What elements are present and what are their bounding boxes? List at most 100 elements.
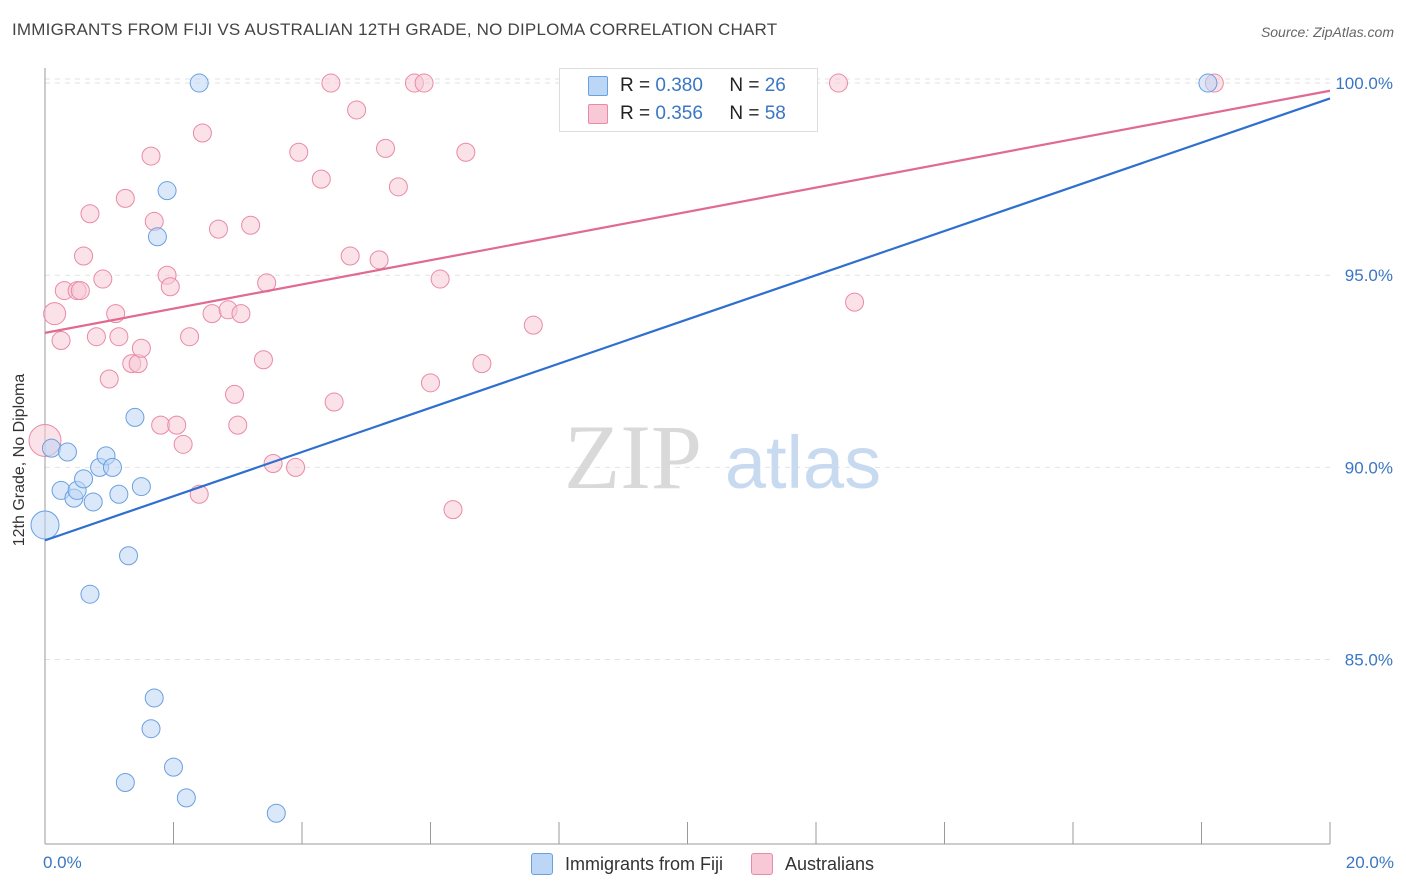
data-point [173, 434, 193, 454]
data-point [131, 338, 151, 358]
legend-label-fiji: Immigrants from Fiji [565, 853, 724, 874]
r-label: R = [620, 75, 656, 96]
data-point [289, 142, 309, 162]
data-point [151, 415, 171, 435]
data-point [41, 438, 61, 458]
data-point [347, 100, 367, 120]
trend-lines [44, 89, 1331, 542]
data-point [189, 73, 209, 93]
data-point [160, 277, 180, 297]
data-point [93, 269, 113, 289]
data-point [109, 327, 129, 347]
data-point [202, 304, 222, 324]
watermark-atlas: atlas [725, 421, 881, 504]
n-label: N = [729, 75, 765, 96]
data-point [80, 584, 100, 604]
data-point [144, 211, 164, 231]
data-point [51, 331, 71, 351]
data-point [241, 215, 261, 235]
data-point [57, 442, 77, 462]
data-point [144, 688, 164, 708]
data-point [119, 546, 139, 566]
data-point [80, 204, 100, 224]
data-point [164, 757, 183, 777]
legend-item-fiji[interactable]: Immigrants from Fiji [531, 853, 723, 875]
data-point [472, 354, 492, 374]
data-point [376, 138, 396, 158]
data-point [324, 392, 344, 412]
legend-swatch-aus [588, 104, 608, 124]
data-point [99, 369, 119, 389]
series-fiji [30, 73, 1218, 823]
n-value-fiji: 26 [764, 75, 786, 96]
gridlines [45, 78, 1330, 661]
data-point [421, 373, 440, 393]
trend-line-australians [44, 89, 1331, 334]
data-point [125, 407, 145, 427]
data-point [43, 302, 67, 326]
data-point [70, 281, 90, 301]
data-point [523, 315, 543, 335]
data-point [74, 246, 94, 266]
legend-label-aus: Australians [785, 853, 875, 874]
data-point [128, 354, 148, 374]
y-tick-label: 95.0% [1345, 266, 1393, 285]
data-point [109, 484, 129, 504]
data-point [83, 492, 103, 512]
data-point [263, 454, 283, 474]
data-point [340, 246, 360, 266]
data-point [414, 73, 434, 93]
y-tick-label: 100.0% [1335, 74, 1393, 93]
trend-line-fiji [44, 97, 1331, 542]
data-point [141, 719, 161, 739]
watermark: ZIP atlas [564, 406, 881, 508]
data-point [147, 227, 167, 247]
r-value-fiji: 0.380 [655, 75, 703, 96]
data-point [443, 500, 463, 520]
legend-item-aus[interactable]: Australians [751, 853, 874, 875]
data-point [253, 350, 273, 370]
data-point [102, 457, 122, 477]
n-label: N = [729, 103, 765, 124]
data-point [228, 415, 248, 435]
data-point [157, 181, 177, 201]
n-value-aus: 58 [764, 103, 786, 124]
data-point [225, 384, 245, 404]
r-label: R = [620, 103, 656, 124]
data-point [828, 73, 848, 93]
data-point [266, 803, 286, 823]
series-legend: Immigrants from Fiji Australians [531, 853, 902, 875]
data-point [208, 219, 228, 239]
watermark-zip: ZIP [564, 406, 702, 508]
data-point [115, 188, 135, 208]
data-point [141, 146, 161, 166]
data-point [74, 469, 94, 489]
correlation-legend: R = 0.380 N = 26 R = 0.356 N = 58 [559, 68, 818, 132]
x-tick-min: 0.0% [43, 853, 82, 872]
data-point [369, 250, 389, 270]
data-point [30, 510, 60, 540]
data-point [430, 269, 450, 289]
data-point [231, 304, 251, 324]
data-point [180, 327, 200, 347]
r-value-aus: 0.356 [655, 103, 703, 124]
y-tick-label: 90.0% [1345, 458, 1393, 477]
chart-title: IMMIGRANTS FROM FIJI VS AUSTRALIAN 12TH … [12, 20, 778, 39]
source-label: Source: ZipAtlas.com [1260, 24, 1394, 40]
legend-swatch-fiji [588, 76, 608, 96]
data-point [286, 457, 306, 477]
data-point [115, 773, 135, 793]
data-point [456, 142, 476, 162]
data-point [845, 292, 865, 312]
data-point [176, 788, 196, 808]
data-point [311, 169, 331, 189]
legend-swatch-fiji [531, 853, 553, 875]
data-point [321, 73, 341, 93]
data-point [131, 477, 151, 497]
data-point [1198, 73, 1218, 93]
x-tick-max: 20.0% [1345, 853, 1394, 872]
y-tick-labels: 85.0% 90.0% 95.0% 100.0% [1335, 74, 1393, 669]
y-tick-label: 85.0% [1345, 651, 1393, 670]
data-point [388, 177, 408, 197]
